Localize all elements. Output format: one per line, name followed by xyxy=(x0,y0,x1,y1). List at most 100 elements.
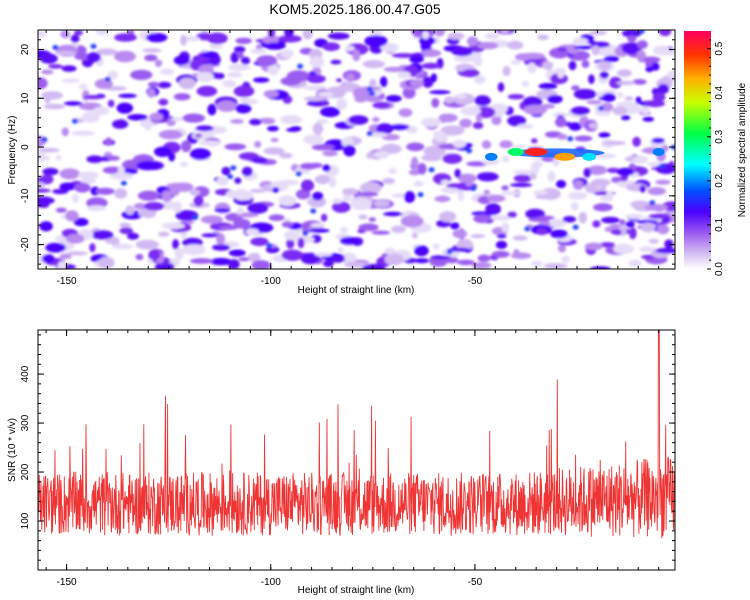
heatmap-cell xyxy=(422,76,434,88)
heatmap-cell xyxy=(196,71,214,83)
heatmap-cell xyxy=(110,172,134,180)
heatmap-cell xyxy=(509,182,533,188)
colorbar-gradient xyxy=(684,31,711,269)
heatmap-cell xyxy=(642,116,655,122)
heatmap-cell xyxy=(376,123,394,135)
heatmap-y-tick-label: 20 xyxy=(20,44,31,56)
heatmap-cell xyxy=(295,189,311,200)
heatmap-cell xyxy=(61,127,69,137)
heatmap-cell xyxy=(212,244,231,251)
heatmap-cell xyxy=(280,76,302,86)
heatmap-cell xyxy=(200,215,224,224)
heatmap-cell xyxy=(359,182,382,194)
snr-y-tick-label: 200 xyxy=(20,463,31,480)
heatmap-cell xyxy=(228,259,240,269)
heatmap-cell xyxy=(632,79,647,85)
heatmap-cell xyxy=(322,260,334,268)
heatmap-cell xyxy=(397,71,411,79)
heatmap-cell xyxy=(601,216,620,224)
heatmap-cell xyxy=(450,222,460,230)
heatmap-cell xyxy=(149,112,164,122)
heatmap-cell xyxy=(272,187,280,193)
heatmap-cell xyxy=(222,79,237,88)
heatmap-cell xyxy=(500,30,509,34)
heatmap-cell xyxy=(502,155,510,163)
heatmap-cell xyxy=(457,189,465,202)
heatmap-cell xyxy=(417,163,427,175)
heatmap-cell xyxy=(446,249,453,255)
heatmap-cell xyxy=(507,94,525,100)
heatmap-cell xyxy=(341,252,357,264)
heatmap-cell xyxy=(38,181,46,189)
heatmap-cell xyxy=(345,73,355,82)
heatmap-cell xyxy=(616,69,632,77)
heatmap-cell xyxy=(136,160,160,171)
heatmap-cell xyxy=(555,180,567,189)
heatmap-cell xyxy=(465,180,473,187)
heatmap-cell xyxy=(254,141,262,148)
heatmap-cell xyxy=(112,119,129,129)
heatmap-cell xyxy=(280,114,303,125)
snr-y-tick-label: 400 xyxy=(20,365,31,382)
heatmap-cell xyxy=(48,64,63,69)
heatmap-cell xyxy=(78,83,88,90)
heatmap-cell xyxy=(383,211,403,217)
heatmap-cell xyxy=(309,56,325,68)
heatmap-cell xyxy=(81,111,100,123)
heatmap-frame xyxy=(37,29,676,270)
heatmap-hotspot xyxy=(652,147,665,156)
heatmap-hotspots xyxy=(485,147,665,161)
heatmap-cell xyxy=(533,190,548,196)
heatmap-cell xyxy=(636,219,659,224)
heatmap-cell xyxy=(158,231,170,237)
heatmap-cell xyxy=(414,245,429,257)
snr-x-tick-label: -100 xyxy=(261,577,281,588)
colorbar-label: Normalized spectral amplitude xyxy=(737,82,748,217)
heatmap-cell xyxy=(557,47,567,52)
heatmap-cell xyxy=(322,150,338,157)
heatmap-cell xyxy=(466,148,473,154)
heatmap-cell xyxy=(90,43,97,49)
heatmap-cell xyxy=(527,62,537,74)
heatmap-cell xyxy=(497,82,505,92)
heatmap-cell xyxy=(531,161,544,168)
heatmap-cell xyxy=(639,246,657,253)
heatmap-cell xyxy=(369,90,376,96)
heatmap-cell xyxy=(172,201,183,213)
heatmap-cell xyxy=(161,190,172,202)
heatmap-cell xyxy=(610,229,622,235)
heatmap-cell xyxy=(612,106,628,115)
heatmap-cell xyxy=(656,224,670,235)
heatmap-y-tick-label: 10 xyxy=(20,92,31,104)
heatmap-cell xyxy=(80,177,97,185)
heatmap-cell xyxy=(404,191,416,203)
heatmap-cell xyxy=(571,85,580,91)
heatmap-cell xyxy=(42,167,59,176)
heatmap-cell xyxy=(342,188,358,196)
heatmap-cell xyxy=(38,196,55,205)
heatmap-cell xyxy=(477,254,491,262)
heatmap-cell xyxy=(408,169,421,176)
heatmap-cell xyxy=(117,165,125,176)
heatmap-cell xyxy=(572,224,579,230)
heatmap-cell xyxy=(138,209,151,217)
heatmap-cell xyxy=(557,68,565,79)
heatmap-cell xyxy=(52,45,59,50)
heatmap-cell xyxy=(310,222,326,228)
heatmap-cell xyxy=(421,49,442,57)
heatmap-cell xyxy=(632,136,641,147)
heatmap-cell xyxy=(344,45,355,52)
heatmap-cell xyxy=(440,179,451,185)
heatmap-cell xyxy=(421,117,442,127)
heatmap-cell xyxy=(572,37,589,45)
heatmap-cell xyxy=(581,60,590,68)
heatmap-cell xyxy=(511,144,526,149)
heatmap-cell xyxy=(567,191,588,199)
heatmap-cell xyxy=(383,66,405,73)
heatmap-cell xyxy=(513,249,520,257)
heatmap-cell xyxy=(329,176,337,188)
heatmap-cell xyxy=(621,30,642,38)
heatmap-cell xyxy=(644,100,665,108)
heatmap-cell xyxy=(98,256,115,269)
heatmap-cell xyxy=(625,213,644,220)
